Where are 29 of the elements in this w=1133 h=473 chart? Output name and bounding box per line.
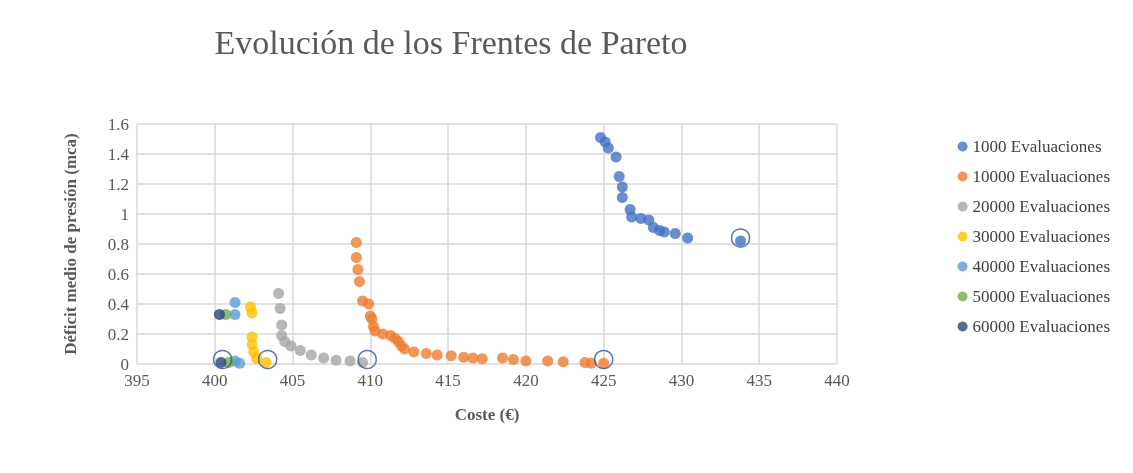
y-tick-label: 0.4: [107, 294, 130, 314]
legend-label: 20000 Evaluaciones: [972, 197, 1111, 216]
legend-label: 10000 Evaluaciones: [972, 167, 1111, 186]
x-tick-label: 430: [668, 371, 695, 390]
x-tick-label: 415: [435, 371, 461, 390]
y-tick-label: 1: [120, 204, 129, 224]
legend-label: 1000 Evaluaciones: [972, 137, 1102, 156]
chart-title: Evolución de los Frentes de Pareto: [214, 23, 688, 61]
y-tick-label: 1.2: [107, 174, 129, 194]
y-tick-label: 0.2: [107, 324, 129, 344]
y-tick-label: 0.6: [107, 264, 129, 284]
x-tick-label: 435: [746, 371, 772, 390]
x-axis-title: Coste (€): [454, 405, 520, 424]
legend-label: 40000 Evaluaciones: [972, 257, 1111, 276]
legend-label: 50000 Evaluaciones: [972, 287, 1111, 306]
x-tick-label: 395: [124, 371, 150, 390]
y-axis-title: Déficit medio de presión (mca): [61, 133, 80, 355]
x-tick-label: 410: [357, 371, 384, 390]
y-tick-label: 1.4: [107, 144, 130, 164]
y-tick-label: 0.8: [107, 234, 129, 254]
legend-label: 30000 Evaluaciones: [972, 227, 1111, 246]
legend-label: 60000 Evaluaciones: [972, 317, 1111, 336]
x-tick-label: 425: [590, 371, 617, 390]
y-tick-label: 1.6: [107, 114, 129, 134]
x-tick-label: 405: [279, 371, 306, 390]
x-tick-label: 420: [513, 371, 539, 390]
x-tick-label: 400: [202, 371, 228, 390]
x-tick-label: 440: [824, 371, 850, 390]
y-tick-label: 0: [120, 354, 129, 374]
